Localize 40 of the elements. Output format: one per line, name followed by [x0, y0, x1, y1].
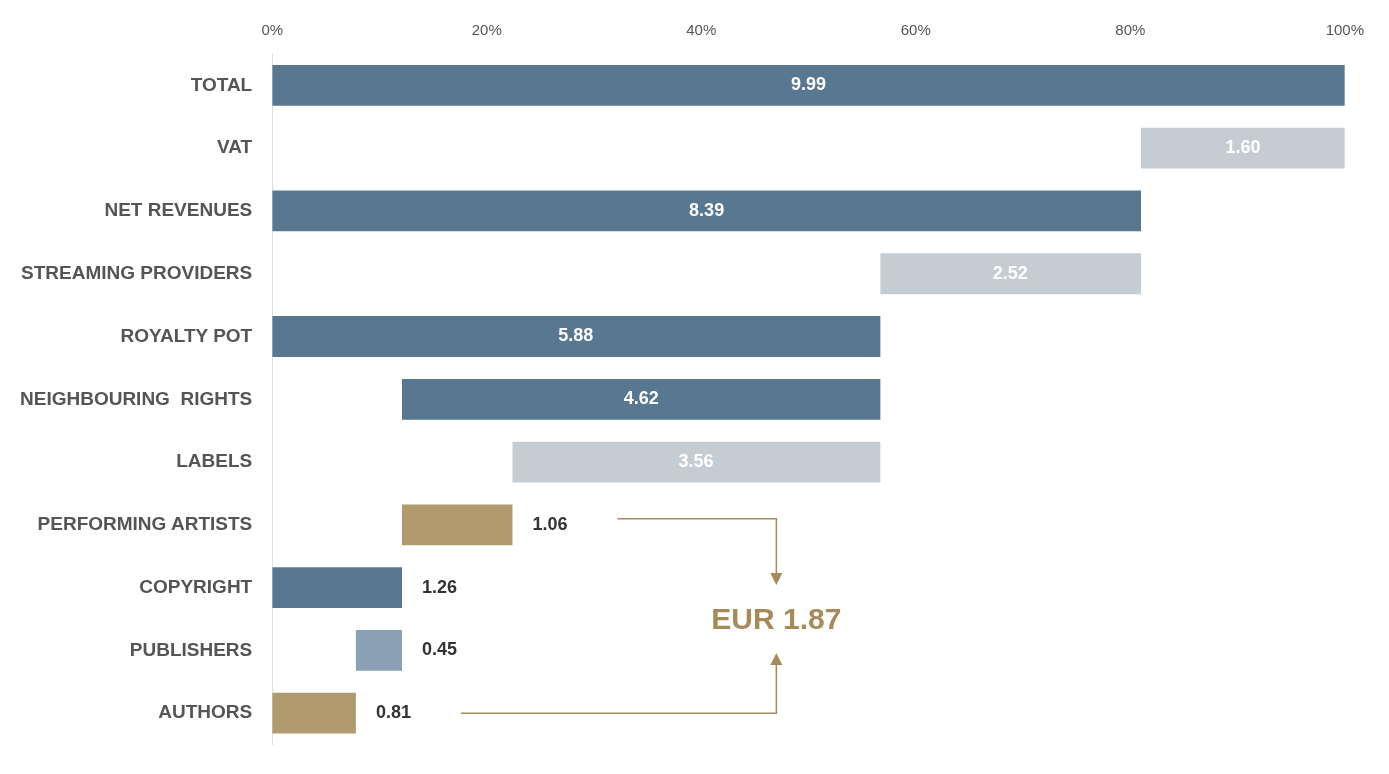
y-tick-label: COPYRIGHT	[139, 575, 253, 597]
annotation: EUR 1.87	[711, 602, 842, 637]
x-tick-label: 60%	[900, 21, 931, 39]
y-tick-label: LABELS	[176, 450, 253, 472]
x-tick-label: 100%	[1325, 21, 1365, 39]
bar	[402, 504, 513, 546]
annotation: 1.60	[1225, 137, 1261, 158]
bar	[272, 567, 403, 609]
annotation: 0.45	[422, 639, 458, 660]
annotation: 2.52	[992, 262, 1028, 283]
y-tick-label: TOTAL	[190, 73, 253, 95]
annotation: 8.39	[689, 199, 725, 220]
annotation: 3.56	[678, 451, 714, 472]
annotation: 1.06	[532, 513, 568, 534]
x-tick-label: 40%	[686, 21, 717, 39]
x-tick-label: 20%	[471, 21, 502, 39]
bar	[272, 692, 356, 734]
y-tick-label: NEIGHBOURING RIGHTS	[20, 387, 253, 409]
x-tick-label: 0%	[261, 21, 284, 39]
bar	[1141, 127, 1345, 169]
bar	[402, 378, 881, 420]
y-tick-label: NET REVENUES	[104, 199, 253, 221]
annotation: 9.99	[791, 74, 827, 95]
y-tick-label: VAT	[217, 136, 253, 158]
bar	[355, 630, 403, 671]
bar	[272, 190, 1142, 232]
annotation: 1.26	[422, 576, 458, 597]
bar	[272, 316, 881, 357]
y-tick-label: AUTHORS	[158, 701, 253, 723]
annotation: 5.88	[558, 325, 594, 346]
bar	[512, 441, 881, 483]
x-tick-label: 80%	[1115, 21, 1146, 39]
annotation: 0.81	[375, 702, 411, 723]
y-tick-label: PUBLISHERS	[129, 638, 253, 660]
annotation: 4.62	[623, 388, 659, 409]
bar	[272, 64, 1345, 106]
y-tick-label: PERFORMING ARTISTS	[37, 513, 253, 535]
y-tick-label: ROYALTY POT	[120, 324, 253, 346]
y-tick-label: STREAMING PROVIDERS	[21, 261, 253, 283]
bar	[880, 253, 1142, 295]
